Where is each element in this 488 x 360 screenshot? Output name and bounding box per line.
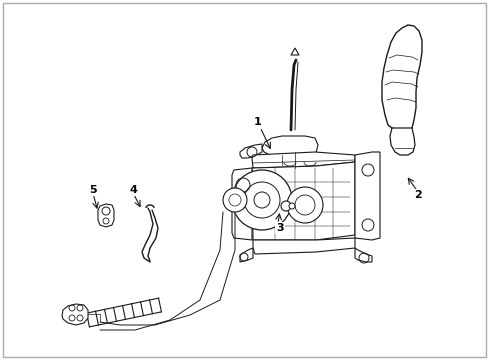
Polygon shape <box>389 128 414 155</box>
Text: 5: 5 <box>89 185 97 195</box>
Polygon shape <box>254 201 280 211</box>
Circle shape <box>281 201 290 211</box>
Polygon shape <box>231 168 251 240</box>
Polygon shape <box>251 152 354 168</box>
Polygon shape <box>290 48 298 55</box>
Polygon shape <box>262 136 317 158</box>
Circle shape <box>286 187 323 223</box>
Polygon shape <box>354 248 371 262</box>
Polygon shape <box>240 248 252 262</box>
Polygon shape <box>252 238 354 254</box>
Circle shape <box>223 188 246 212</box>
Polygon shape <box>240 144 262 158</box>
Text: 3: 3 <box>276 223 283 233</box>
Circle shape <box>231 170 291 230</box>
Polygon shape <box>381 25 421 132</box>
Text: 4: 4 <box>129 185 137 195</box>
Text: 1: 1 <box>254 117 262 127</box>
Polygon shape <box>251 162 354 240</box>
Circle shape <box>288 203 294 209</box>
Polygon shape <box>98 204 114 227</box>
Text: 2: 2 <box>413 190 421 200</box>
Polygon shape <box>354 152 379 240</box>
Polygon shape <box>62 304 88 325</box>
